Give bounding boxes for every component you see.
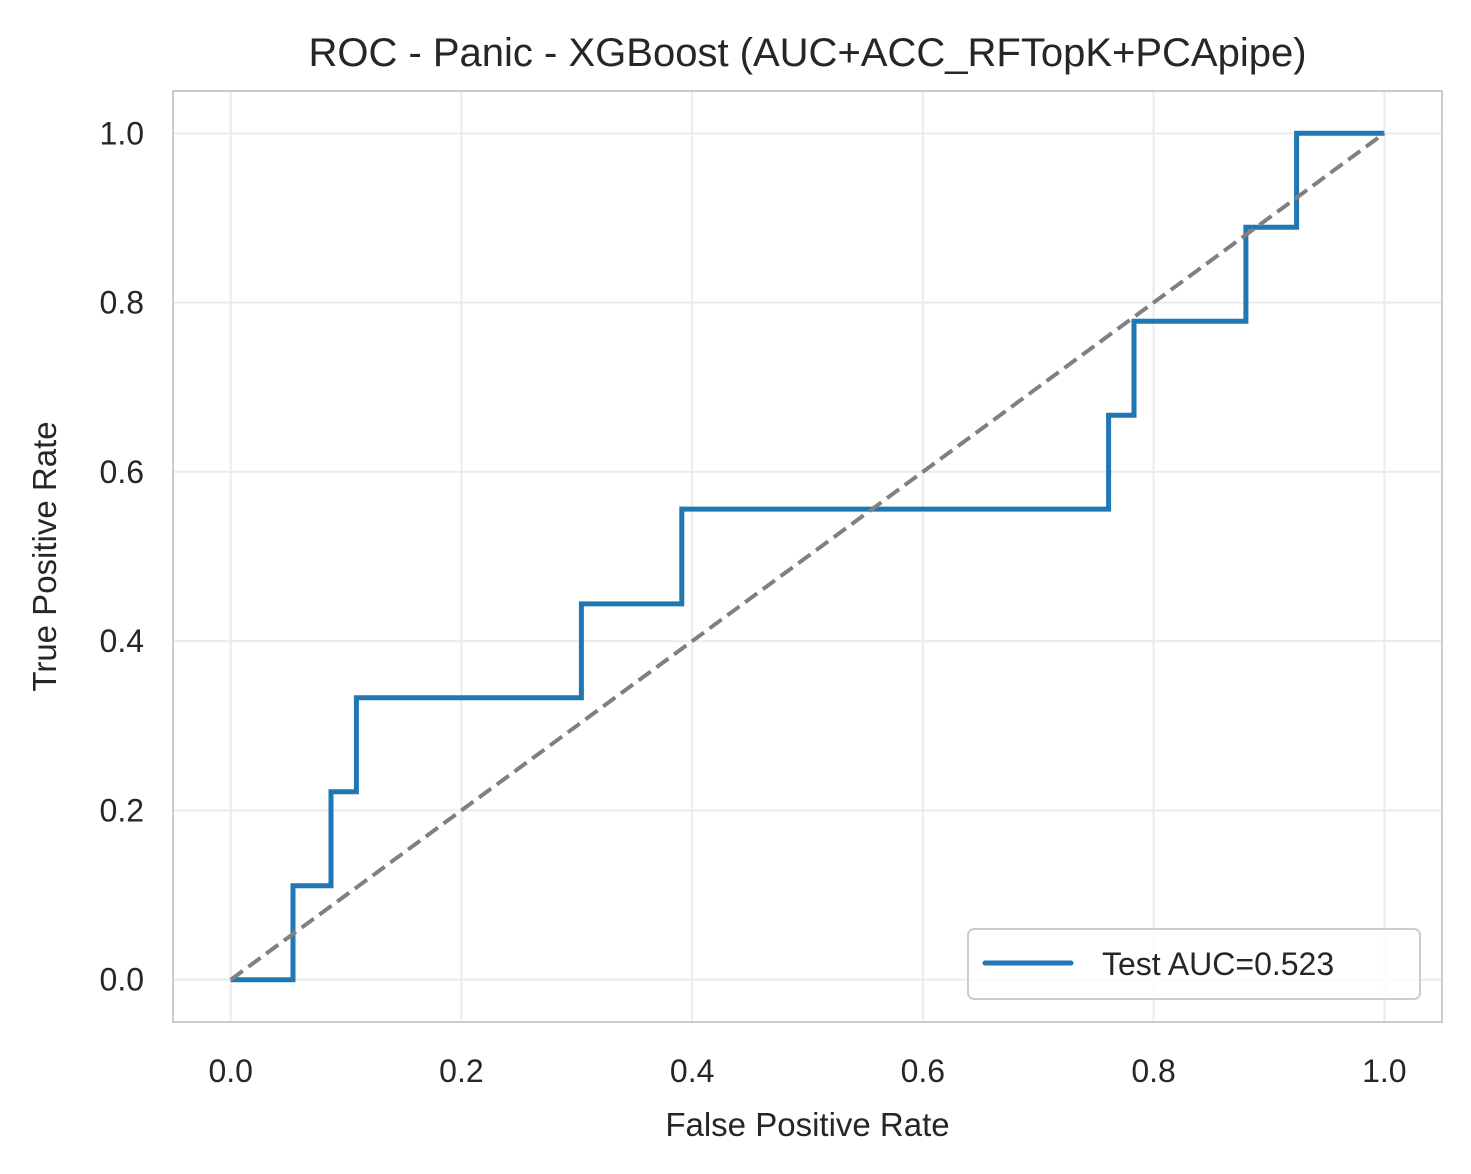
x-axis-label: False Positive Rate bbox=[665, 1106, 949, 1143]
tick-labels: 0.0 0.2 0.4 0.6 0.8 1.0 0.0 0.2 0.4 0.6 0.8 1.0 bbox=[100, 115, 1407, 1089]
legend-box bbox=[967, 928, 1421, 1000]
y-tick-label: 0.6 bbox=[100, 454, 144, 490]
x-tick-label: 0.8 bbox=[1131, 1053, 1175, 1089]
x-tick-label: 1.0 bbox=[1362, 1053, 1406, 1089]
plot-frame bbox=[172, 90, 1443, 1023]
legend: Test AUC=0.523 bbox=[967, 928, 1421, 1000]
x-tick-label: 0.0 bbox=[208, 1053, 252, 1089]
y-tick-label: 0.2 bbox=[100, 792, 144, 828]
chart-title: ROC - Panic - XGBoost (AUC+ACC_RFTopK+PC… bbox=[308, 31, 1306, 75]
roc-curve-line bbox=[230, 130, 1385, 983]
x-tick-label: 0.4 bbox=[670, 1053, 714, 1089]
x-tick-label: 0.6 bbox=[901, 1053, 945, 1089]
y-axis-label: True Positive Rate bbox=[26, 421, 63, 691]
y-tick-label: 1.0 bbox=[100, 115, 144, 151]
y-tick-label: 0.4 bbox=[100, 623, 144, 659]
legend-entry: Test AUC=0.523 bbox=[1102, 946, 1334, 982]
chance-diagonal-line bbox=[229, 131, 1386, 982]
y-tick-label: 0.0 bbox=[100, 962, 144, 998]
y-tick-label: 0.8 bbox=[100, 285, 144, 321]
x-tick-label: 0.2 bbox=[439, 1053, 483, 1089]
series-layer bbox=[229, 130, 1386, 983]
grid bbox=[173, 91, 1442, 1022]
